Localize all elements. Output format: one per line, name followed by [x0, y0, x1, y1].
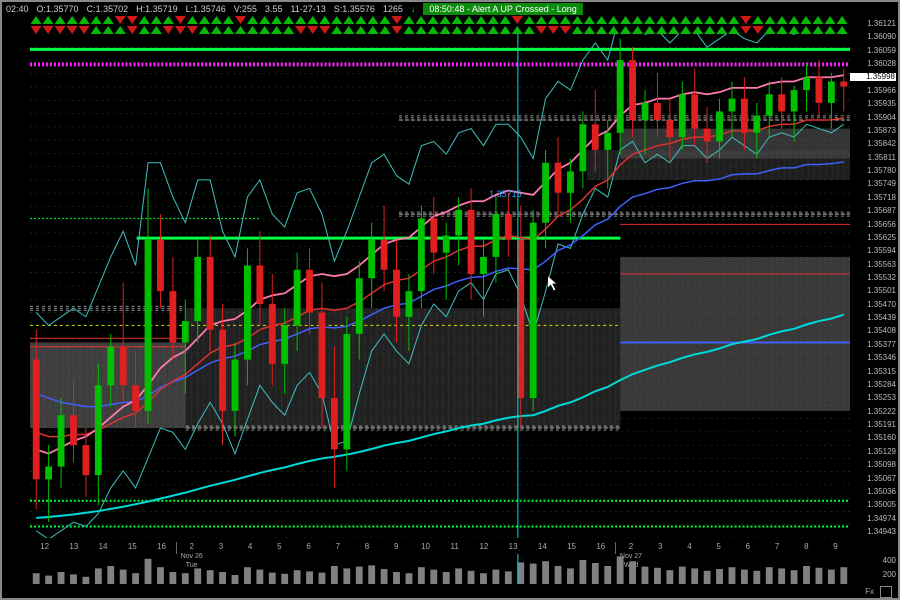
svg-text:1.35715: 1.35715	[489, 189, 521, 199]
fx-label: Fx	[865, 587, 874, 596]
chart-window: 02:40 O:1.35770 C:1.35702 H:1.35719 L:1.…	[0, 0, 900, 600]
alert-badge: 08:50:48 - Alert A UP Crossed - Long	[423, 3, 582, 15]
vol-tick: 400	[883, 556, 896, 565]
hdr-s: S:1.35576	[330, 4, 379, 14]
price-chart[interactable]: 1.35715	[30, 34, 850, 538]
signal-row-1	[30, 16, 848, 24]
time-axis: 12131415162Nov 26 Tue3456789101112131415…	[30, 542, 850, 554]
hdr-num: 1265	[379, 4, 407, 14]
hdr-v: V:255	[230, 4, 261, 14]
hdr-o: O:1.35770	[33, 4, 83, 14]
vol-tick: 200	[883, 570, 896, 579]
hdr-date: 11-27-13	[286, 4, 329, 14]
corner-toggle-icon[interactable]	[880, 586, 892, 598]
volume-axis: 400 200	[852, 554, 896, 584]
chart-header: 02:40 O:1.35770 C:1.35702 H:1.35719 L:1.…	[2, 2, 898, 16]
hdr-h: H:1.35719	[132, 4, 182, 14]
hdr-c: C:1.35702	[83, 4, 133, 14]
hdr-range: 3.55	[261, 4, 287, 14]
volume-chart[interactable]	[30, 554, 850, 584]
price-axis: 1.361211.360901.360591.360281.359981.359…	[852, 24, 896, 538]
hdr-time: 02:40	[2, 4, 33, 14]
signal-row-2	[30, 26, 848, 34]
hdr-l: L:1.35746	[182, 4, 230, 14]
